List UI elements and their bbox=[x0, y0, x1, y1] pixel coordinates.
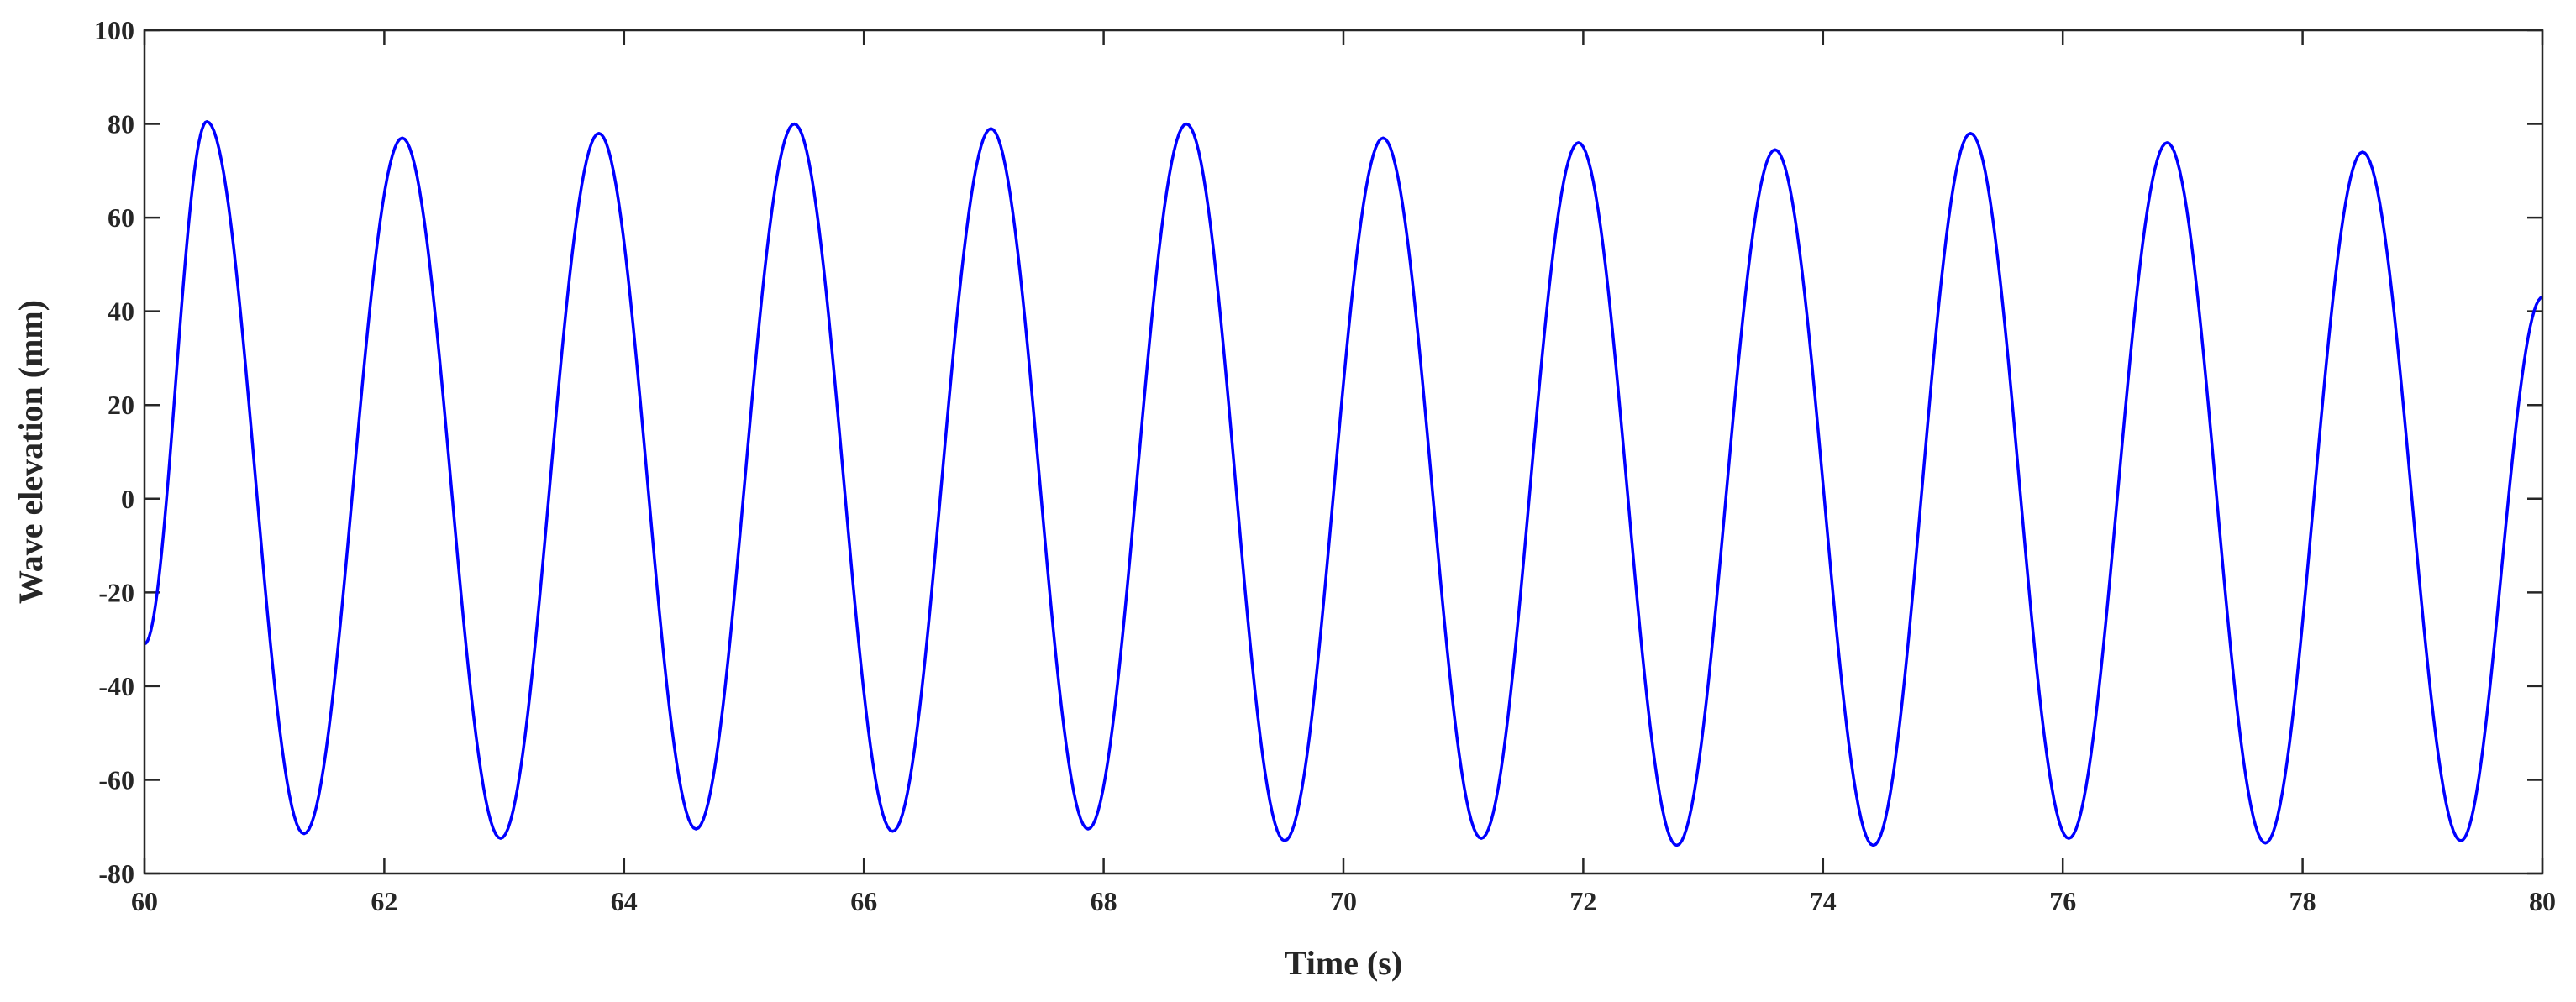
x-tick-label-78: 78 bbox=[2289, 886, 2316, 916]
y-axis-label: Wave elevation (mm) bbox=[12, 300, 50, 604]
plot-area-frame bbox=[143, 29, 2544, 875]
tick-labels: 60 62 64 66 68 70 72 74 76 78 80 -80 -60 -40 -20 0 20 40 6… bbox=[94, 15, 2556, 916]
y-tick-label--80: -80 bbox=[98, 858, 134, 889]
x-tick-label-80: 80 bbox=[2529, 886, 2556, 916]
y-tick-label-60: 60 bbox=[108, 202, 134, 233]
x-tick-label-60: 60 bbox=[131, 886, 158, 916]
x-tick-label-70: 70 bbox=[1330, 886, 1357, 916]
y-tick-label-20: 20 bbox=[108, 390, 134, 420]
x-tick-label-66: 66 bbox=[850, 886, 877, 916]
y-tick-label--60: -60 bbox=[98, 764, 134, 795]
x-tick-label-68: 68 bbox=[1091, 886, 1117, 916]
x-tick-label-74: 74 bbox=[1810, 886, 1837, 916]
x-tick-label-64: 64 bbox=[611, 886, 638, 916]
x-tick-label-72: 72 bbox=[1569, 886, 1596, 916]
x-tick-label-62: 62 bbox=[371, 886, 397, 916]
y-tick-label-100: 100 bbox=[94, 15, 134, 45]
x-axis-label: Time (s) bbox=[1285, 944, 1402, 982]
wave-elevation-series-line bbox=[144, 120, 2543, 847]
y-tick-label-0: 0 bbox=[121, 484, 134, 514]
y-tick-label-80: 80 bbox=[108, 109, 134, 139]
y-tick-label--20: -20 bbox=[98, 577, 134, 607]
y-tick-label--40: -40 bbox=[98, 671, 134, 701]
x-tick-label-76: 76 bbox=[2049, 886, 2076, 916]
y-tick-label-40: 40 bbox=[108, 296, 134, 327]
